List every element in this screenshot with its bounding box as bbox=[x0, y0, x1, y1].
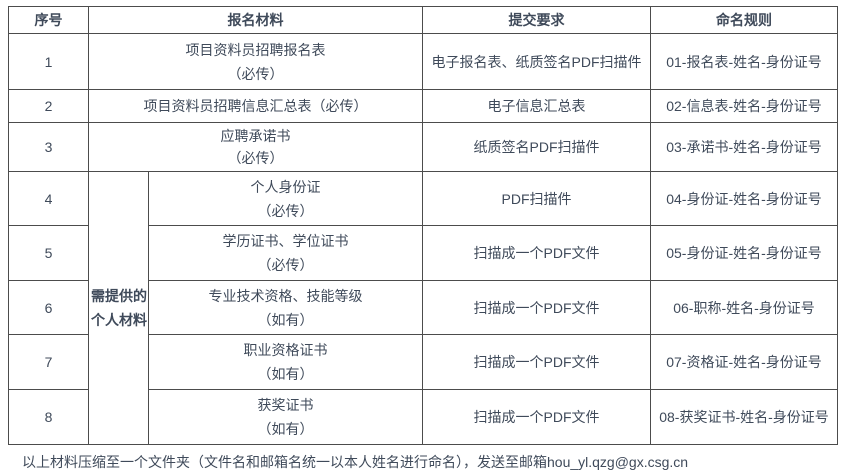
group-label-line1: 需提供的 bbox=[91, 288, 147, 304]
material-title: 个人身份证 bbox=[250, 178, 321, 195]
cell-submit: 扫描成一个PDF文件 bbox=[422, 280, 651, 335]
table-row: 5 学历证书、学位证书 （必传） 扫描成一个PDF文件 05-身份证-姓名-身份… bbox=[8, 225, 838, 281]
material-title: 获奖证书 bbox=[257, 397, 314, 413]
material-note: （如有） bbox=[257, 421, 314, 437]
cell-submit: 纸质签名PDF扫描件 bbox=[422, 122, 651, 172]
cell-no: 6 bbox=[8, 280, 89, 335]
cell-submit: PDF扫描件 bbox=[422, 171, 651, 226]
cell-submit: 扫描成一个PDF文件 bbox=[422, 225, 651, 281]
material-note: （如有） bbox=[257, 311, 314, 328]
cell-naming: 04-身份证-姓名-身份证号 bbox=[650, 171, 838, 226]
cell-naming: 06-职称-姓名-身份证号 bbox=[650, 280, 838, 335]
cell-material: 项目资料员招聘信息汇总表（必传） bbox=[88, 89, 423, 123]
material-title: 应聘承诺书 bbox=[220, 128, 291, 144]
cell-no: 4 bbox=[8, 171, 89, 226]
footer-instruction: 以上材料压缩至一个文件夹（文件名和邮箱名统一以本人姓名进行命名），发送至邮箱ho… bbox=[22, 454, 689, 470]
table-row: 4 需提供的 个人材料 个人身份证 （必传） PDF扫描件 04-身份证-姓名-… bbox=[8, 171, 838, 445]
cell-submit: 扫描成一个PDF文件 bbox=[422, 389, 651, 445]
cell-naming: 03-承诺书-姓名-身份证号 bbox=[650, 122, 838, 172]
cell-material: 个人身份证 （必传） bbox=[148, 171, 423, 226]
header-material: 报名材料 bbox=[88, 6, 423, 34]
table-row: 8 获奖证书 （如有） 扫描成一个PDF文件 08-获奖证书-姓名-身份证号 bbox=[8, 389, 838, 445]
material-title: 学历证书、学位证书 bbox=[222, 233, 349, 249]
table-row: 7 职业资格证书 （如有） 扫描成一个PDF文件 07-资格证-姓名-身份证号 bbox=[8, 334, 838, 390]
cell-group-personal-materials: 需提供的 个人材料 bbox=[88, 171, 149, 445]
cell-naming: 07-资格证-姓名-身份证号 bbox=[650, 334, 838, 390]
cell-no: 1 bbox=[8, 33, 89, 90]
cell-naming: 02-信息表-姓名-身份证号 bbox=[650, 89, 838, 123]
header-naming: 命名规则 bbox=[650, 6, 838, 34]
material-title: 职业资格证书 bbox=[243, 342, 328, 358]
cell-no: 3 bbox=[8, 122, 89, 172]
cell-material: 职业资格证书 （如有） bbox=[148, 334, 423, 390]
materials-table: 序号 报名材料 提交要求 命名规则 1 项目资料员招聘报名表 （必传） 电子报名… bbox=[8, 6, 838, 445]
material-note: （必传） bbox=[227, 65, 284, 82]
header-no: 序号 bbox=[8, 6, 89, 34]
cell-material: 获奖证书 （如有） bbox=[148, 389, 423, 445]
cell-naming: 08-获奖证书-姓名-身份证号 bbox=[650, 389, 838, 445]
cell-submit: 电子报名表、纸质签名PDF扫描件 bbox=[422, 33, 651, 90]
cell-submit: 扫描成一个PDF文件 bbox=[422, 334, 651, 390]
table-row: 6 专业技术资格、技能等级 （如有） 扫描成一个PDF文件 06-职称-姓名-身… bbox=[8, 280, 838, 335]
cell-no: 5 bbox=[8, 225, 89, 281]
header-submit: 提交要求 bbox=[422, 6, 651, 34]
header-row: 序号 报名材料 提交要求 命名规则 bbox=[8, 6, 838, 34]
table-row: 3 应聘承诺书 （必传） 纸质签名PDF扫描件 03-承诺书-姓名-身份证号 bbox=[8, 122, 838, 172]
group-label-line2: 个人材料 bbox=[91, 312, 147, 328]
cell-material: 应聘承诺书 （必传） bbox=[88, 122, 423, 172]
material-title: 项目资料员招聘报名表 bbox=[185, 41, 326, 58]
cell-material: 项目资料员招聘报名表 （必传） bbox=[88, 33, 423, 90]
material-note: （必传） bbox=[257, 202, 314, 219]
table-row: 2 项目资料员招聘信息汇总表（必传） 电子信息汇总表 02-信息表-姓名-身份证… bbox=[8, 89, 838, 123]
cell-material: 专业技术资格、技能等级 （如有） bbox=[148, 280, 423, 335]
material-title: 专业技术资格、技能等级 bbox=[208, 287, 363, 304]
material-note: （必传） bbox=[227, 150, 284, 166]
material-note: （必传） bbox=[257, 257, 314, 273]
table-row: 1 项目资料员招聘报名表 （必传） 电子报名表、纸质签名PDF扫描件 01-报名… bbox=[8, 33, 838, 90]
material-note: （如有） bbox=[257, 366, 314, 382]
cell-material: 学历证书、学位证书 （必传） bbox=[148, 225, 423, 281]
cell-naming: 01-报名表-姓名-身份证号 bbox=[650, 33, 838, 90]
cell-naming: 05-身份证-姓名-身份证号 bbox=[650, 225, 838, 281]
cell-no: 8 bbox=[8, 389, 89, 445]
cell-no: 2 bbox=[8, 89, 89, 123]
cell-submit: 电子信息汇总表 bbox=[422, 89, 651, 123]
cell-no: 7 bbox=[8, 334, 89, 390]
